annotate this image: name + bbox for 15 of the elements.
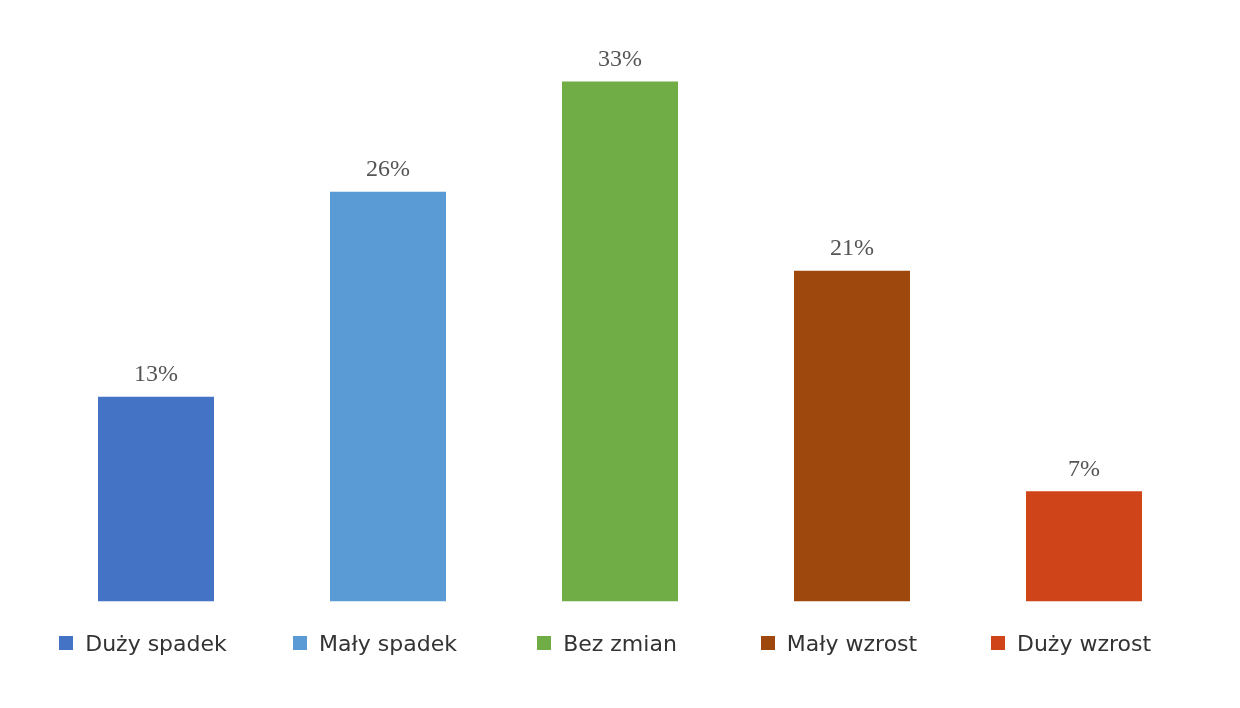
x-tick-label: Duży spadek [85,630,228,656]
bar [98,396,214,602]
data-label: 26% [366,155,410,182]
x-tick-label: Mały wzrost [786,630,918,656]
data-label: 21% [830,233,874,260]
bar [1026,491,1142,602]
x-tick-label: Duży wzrost [1016,630,1152,656]
bar [562,81,678,602]
data-label: 33% [598,44,642,71]
data-label: 7% [1068,454,1100,481]
x-tick-label: Mały spadek [319,630,458,656]
x-tick-label: Bez zmian [563,630,677,656]
bar [794,270,910,602]
bar [330,191,446,602]
data-label: 13% [134,360,178,387]
